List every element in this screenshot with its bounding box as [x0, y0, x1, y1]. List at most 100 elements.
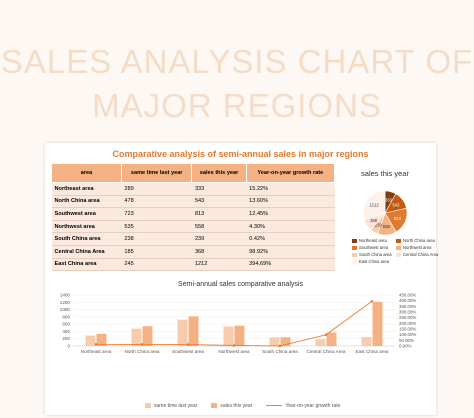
table-row: Northwest area 535 558 4.30%: [51, 220, 335, 234]
legend-label: North China area: [403, 238, 435, 243]
header-area: area: [51, 163, 122, 183]
table-row: Southwest area 723 813 12.45%: [51, 207, 335, 221]
y2-tick-label: 450.00%: [399, 293, 416, 298]
legend-label: South China area: [359, 252, 392, 257]
y-tick-label: 1000: [60, 307, 71, 312]
y-tick-label: 0: [67, 344, 70, 349]
header-this-year: sales this year: [191, 163, 247, 183]
bar-this-year: [142, 326, 153, 346]
x-tick-label: North China area: [125, 349, 160, 354]
pie-legend-item: South China area: [352, 252, 396, 257]
cell-last-year: 245: [121, 258, 192, 272]
legend-label: Central China Area: [403, 252, 439, 257]
growth-rate-point: [94, 342, 98, 346]
pie-legend-item: East China area: [352, 259, 396, 264]
legend-swatch: [352, 245, 357, 250]
legend-label: Southwest area: [359, 245, 389, 250]
growth-rate-point: [232, 344, 236, 347]
pie-slice-label: 333: [385, 197, 393, 202]
legend-swatch: [352, 252, 357, 257]
bar-last-year: [177, 319, 188, 346]
bar-last-year: [223, 326, 234, 346]
y-tick-label: 800: [62, 314, 70, 319]
table-row: Northeast area 289 333 15.22%: [51, 182, 335, 196]
x-tick-label: Southwest area: [172, 349, 204, 354]
legend-swatch: [352, 259, 357, 264]
bar-last-year: [361, 337, 372, 346]
header-growth-rate: Year-on-year growth rate: [245, 163, 336, 183]
bar-this-year: [188, 316, 199, 346]
y-tick-label: 600: [62, 322, 70, 327]
table-row: Central China Area 185 368 98.92%: [51, 245, 335, 259]
y-tick-label: 1200: [60, 300, 71, 305]
cell-this-year: 333: [191, 182, 247, 196]
bar-legend: same time last year sales this year Year-o…: [145, 403, 405, 409]
cell-this-year: 543: [191, 195, 247, 209]
legend-swatch: [396, 252, 401, 257]
cell-this-year: 813: [191, 207, 247, 221]
bar-legend-item: same time last year: [145, 403, 197, 409]
cell-last-year: 723: [121, 207, 192, 221]
cell-this-year: 239: [191, 232, 247, 246]
y2-tick-label: 250.00%: [399, 315, 416, 320]
y2-tick-label: 350.00%: [399, 304, 416, 309]
cell-last-year: 535: [121, 220, 192, 234]
legend-swatch: [396, 245, 401, 250]
cell-last-year: 185: [121, 245, 192, 259]
cell-growth-rate: 15.22%: [246, 182, 335, 196]
y2-tick-label: 0.00%: [399, 344, 412, 349]
table-row: North China area 478 543 13.60%: [51, 195, 335, 209]
pie-slice-label: 558: [383, 224, 391, 229]
pie-legend-item: Southwest area: [352, 245, 396, 250]
pie-legend-item: Central China Area: [396, 252, 440, 257]
legend-swatch: [266, 405, 283, 407]
pie-slice-label: 813: [394, 216, 402, 221]
legend-label: Northeast area: [359, 238, 387, 243]
table-header-row: area same time last year sales this year…: [51, 163, 336, 183]
bar-chart-title: Semi-annual sales comparative analysis: [178, 281, 303, 288]
cell-last-year: 478: [121, 195, 192, 209]
growth-rate-point: [140, 343, 144, 346]
y2-tick-label: 200.00%: [399, 321, 416, 326]
bar-this-year: [234, 325, 245, 346]
cell-growth-rate: 394.69%: [246, 258, 335, 272]
pie-chart-title: sales this year: [361, 169, 409, 178]
y2-tick-label: 50.00%: [399, 338, 414, 343]
bar-this-year: [280, 337, 291, 346]
page-title: SALES ANALYSIS CHART OF MAJOR REGIONS: [0, 43, 474, 124]
pie-legend-item: Northeast area: [352, 238, 396, 243]
cell-growth-rate: 13.60%: [246, 195, 335, 209]
bar-legend-item: sales this year: [211, 403, 252, 409]
cell-area: South China area: [51, 232, 122, 246]
cell-area: Northeast area: [51, 182, 122, 196]
table-title: Comparative analysis of semi-annual sale…: [112, 149, 369, 159]
legend-label: same time last year: [154, 403, 198, 409]
cell-area: Central China Area: [51, 245, 122, 259]
cell-this-year: 558: [191, 220, 247, 234]
legend-label: East China area: [359, 259, 390, 264]
bar-this-year: [326, 332, 337, 346]
bar-last-year: [315, 339, 326, 346]
growth-rate-point: [370, 299, 374, 303]
bar-last-year: [85, 335, 96, 346]
cell-area: East China area: [51, 258, 122, 272]
growth-rate-point: [278, 344, 282, 348]
bar-last-year: [269, 337, 280, 346]
x-tick-label: Central China Area: [307, 349, 346, 354]
cell-this-year: 368: [191, 245, 247, 259]
cell-this-year: 1212: [191, 258, 247, 272]
legend-label: Northwest area: [403, 245, 432, 250]
pie-legend: Northeast area North China area Southwest …: [352, 238, 444, 266]
y2-tick-label: 300.00%: [399, 310, 416, 315]
y-tick-label: 400: [62, 329, 70, 334]
pie-slice-label: 1212: [369, 202, 379, 207]
pie-slice-label: 239: [375, 222, 383, 227]
y-tick-label: 200: [62, 336, 70, 341]
cell-last-year: 238: [121, 232, 192, 246]
pie-slice: [362, 190, 386, 220]
bar-this-year: [372, 301, 383, 346]
legend-label: Year-on-year growth rate: [285, 403, 341, 409]
pie-legend-item: North China area: [396, 238, 440, 243]
legend-label: sales this year: [220, 403, 253, 409]
pie-legend-item: Northwest area: [396, 245, 440, 250]
